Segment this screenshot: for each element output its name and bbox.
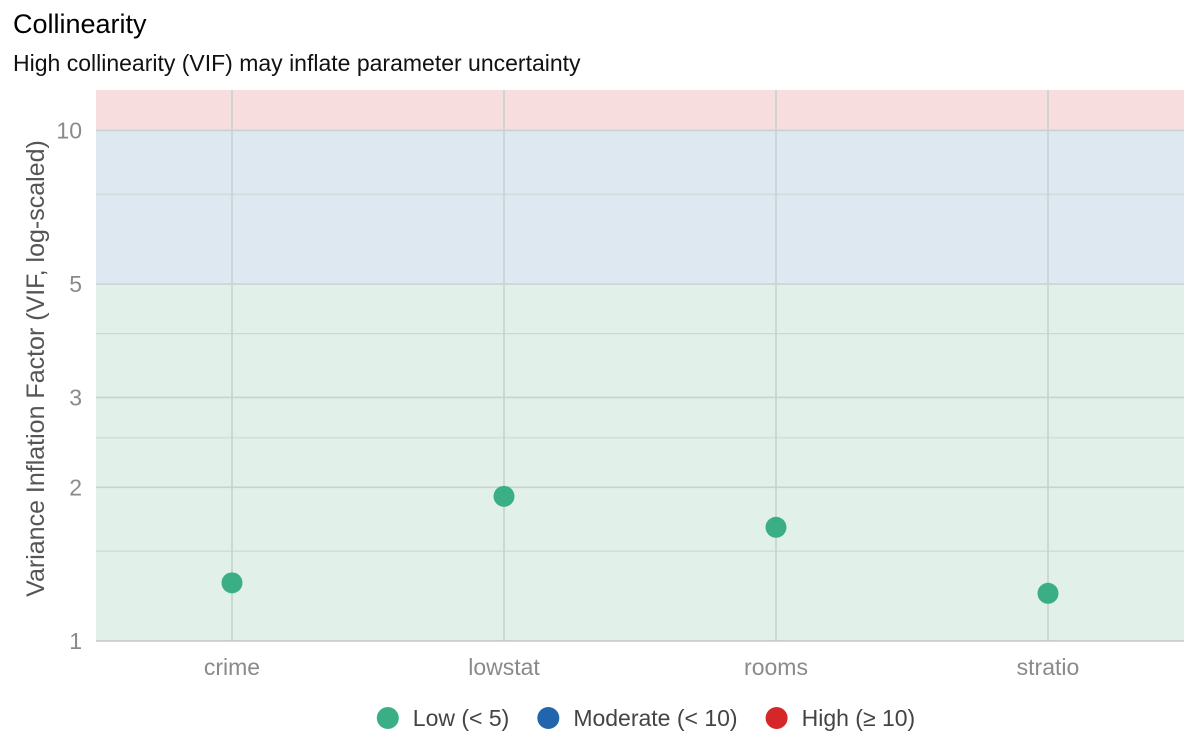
y-tick-label-2: 3 [69, 384, 82, 410]
band-0 [96, 284, 1184, 641]
legend-label-0: Low (< 5) [413, 705, 510, 731]
point-lowstat [493, 485, 515, 507]
x-tick-label-lowstat: lowstat [468, 654, 540, 680]
legend-swatch-1 [537, 707, 560, 729]
band-1 [96, 130, 1184, 285]
risk-bands [96, 90, 1184, 641]
y-tick-label-3: 5 [69, 271, 82, 297]
y-tick-label-0: 1 [69, 628, 82, 654]
legend-label-1: Moderate (< 10) [573, 705, 737, 731]
x-tick-label-rooms: rooms [744, 654, 808, 680]
point-crime [221, 572, 243, 594]
chart-title: Collinearity [13, 9, 147, 39]
point-stratio [1037, 582, 1059, 604]
legend: Low (< 5) Moderate (< 10) High (≥ 10) [376, 705, 916, 731]
legend-swatch-2 [765, 707, 788, 729]
point-rooms [765, 516, 787, 538]
grid-lines [96, 90, 1184, 641]
chart-subtitle: High collinearity (VIF) may inflate para… [13, 50, 581, 76]
x-axis-ticks: crime lowstat rooms stratio [204, 654, 1079, 680]
y-tick-label-4: 10 [56, 117, 82, 143]
y-axis-label: Variance Inflation Factor (VIF, log-scal… [22, 140, 50, 597]
x-tick-label-crime: crime [204, 654, 260, 680]
x-tick-label-stratio: stratio [1017, 654, 1080, 680]
legend-swatch-0 [376, 707, 399, 729]
y-axis-ticks: 1 2 3 5 10 [56, 117, 82, 654]
data-points [221, 485, 1059, 604]
band-2 [96, 90, 1184, 131]
y-tick-label-1: 2 [69, 474, 82, 500]
legend-label-2: High (≥ 10) [802, 705, 916, 731]
